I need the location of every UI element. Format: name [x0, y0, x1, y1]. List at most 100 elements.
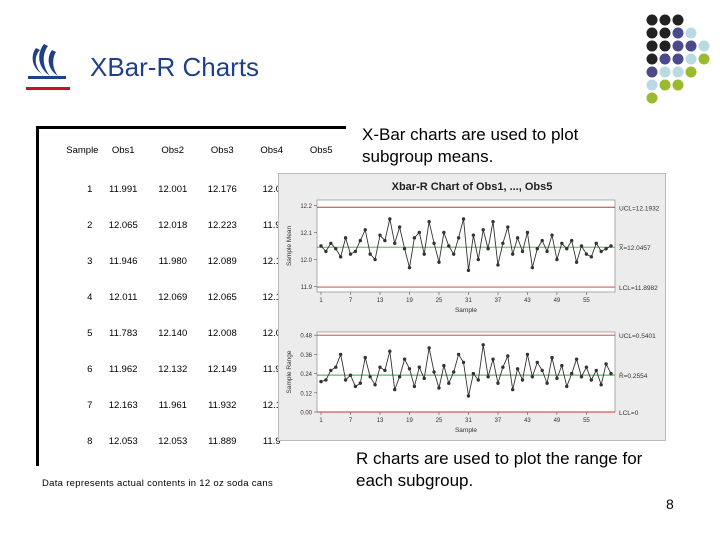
y-tick-label-1: 0.48 — [300, 334, 312, 340]
data-point-1 — [343, 378, 348, 382]
data-point-1 — [338, 352, 343, 357]
data-point-1 — [550, 355, 554, 360]
decorative-dot — [672, 14, 684, 26]
y-tick-label-0: 12.2 — [300, 204, 312, 210]
data-point-1 — [397, 375, 402, 379]
table-cell: 12.108 — [98, 459, 148, 466]
data-point-0 — [452, 252, 456, 256]
decorative-dot — [685, 27, 697, 39]
x-tick-label-1: 1 — [319, 418, 323, 424]
data-point-1 — [388, 349, 392, 353]
data-point-0 — [515, 236, 520, 240]
table-cell: 4 — [87, 291, 93, 303]
data-point-0 — [378, 233, 382, 237]
sample-data-table: Sample Obs1 Obs2 Obs3 Obs4 Obs5 1 11.991 12.001… — [39, 129, 346, 466]
data-point-0 — [393, 241, 397, 245]
table-cell: 11.962 — [109, 363, 138, 375]
y-axis-label-1: Sample Range — [286, 350, 293, 393]
data-point-1 — [447, 381, 451, 385]
data-point-1 — [560, 363, 564, 368]
table-cell: 6 — [87, 363, 93, 375]
table-cell: 2 — [87, 219, 93, 231]
table-cell: 11.991 — [109, 183, 138, 195]
decorative-dot — [646, 14, 658, 26]
data-point-0 — [319, 244, 323, 248]
data-point-1 — [348, 373, 353, 377]
data-table-container: Sample Obs1 Obs2 Obs3 Obs4 Obs5 1 11.991 12.001… — [36, 126, 346, 466]
decorative-dot — [672, 53, 684, 65]
x-tick-label-0: 43 — [524, 298, 531, 304]
data-point-0 — [574, 260, 579, 264]
table-cell: 12.069 — [158, 291, 188, 303]
data-point-1 — [506, 354, 510, 358]
data-point-0 — [506, 225, 510, 229]
table-cell: 12.053 — [158, 435, 188, 447]
x-axis-label-1: Sample — [455, 427, 477, 434]
table-cell: 12.132 — [158, 363, 188, 375]
data-point-1 — [353, 384, 358, 389]
x-tick-label-0: 49 — [554, 298, 561, 304]
x-tick-label-0: 31 — [465, 298, 472, 304]
decorative-dot — [659, 40, 671, 52]
plot-area-1 — [316, 331, 616, 413]
table-cell: 11.889 — [208, 435, 237, 447]
column-header-obs3: Obs3 — [210, 144, 234, 156]
data-point-0 — [402, 247, 407, 251]
data-point-0 — [447, 244, 451, 248]
x-tick-label-0: 55 — [583, 298, 590, 304]
decorative-dot — [646, 53, 658, 65]
data-point-1 — [520, 378, 525, 382]
column-header-sample: Sample — [66, 144, 99, 156]
table-cell: 11.9 — [262, 363, 281, 375]
data-point-0 — [437, 260, 441, 264]
data-point-0 — [412, 236, 417, 240]
table-cell: 1 — [87, 183, 93, 195]
data-point-0 — [397, 225, 402, 229]
x-tick-label-0: 1 — [319, 298, 323, 304]
data-point-1 — [471, 371, 476, 376]
x-tick-label-0: 7 — [349, 298, 353, 304]
data-point-1 — [565, 384, 569, 389]
chart-title: Xbar-R Chart of Obs1, ..., Obs5 — [392, 181, 553, 193]
table-cell: 12.1 — [262, 291, 281, 303]
data-point-0 — [496, 263, 500, 267]
page-number: 8 — [666, 496, 674, 512]
university-logo — [28, 44, 66, 79]
column-header-obs5: Obs5 — [309, 144, 333, 156]
data-point-1 — [530, 375, 535, 379]
page-title: XBar-R Charts — [90, 52, 260, 82]
limit-label-center-1: R̄=0.2554 — [619, 372, 648, 380]
table-cell: 12.018 — [158, 219, 188, 231]
data-point-1 — [589, 378, 594, 382]
data-point-1 — [555, 376, 559, 381]
data-point-0 — [368, 252, 372, 256]
data-point-0 — [545, 249, 549, 254]
data-point-1 — [412, 384, 417, 389]
data-point-0 — [486, 247, 490, 251]
xbar-description: X-Bar charts are used to plot subgroup m… — [362, 125, 579, 166]
table-caption: Data represents actual contents in 12 oz… — [42, 478, 273, 489]
table-cell: 12.089 — [207, 255, 237, 267]
x-tick-label-0: 19 — [406, 298, 413, 304]
data-point-0 — [560, 241, 564, 245]
r-chart-description: R charts are used to plot the range for … — [356, 449, 643, 490]
table-cell: 9 — [39, 459, 98, 466]
limit-label-ucl-0: UCL=12.1932 — [619, 205, 660, 212]
table-cell: 3 — [87, 255, 93, 267]
table-cell: 12.1 — [262, 255, 281, 267]
logo-underline — [26, 87, 70, 90]
table-cell: 12.163 — [108, 399, 138, 411]
data-point-1 — [427, 346, 431, 350]
table-cell: 7 — [87, 399, 93, 411]
x-tick-label-1: 37 — [495, 418, 502, 424]
decorative-dot — [672, 40, 684, 52]
data-point-0 — [569, 238, 574, 243]
data-point-0 — [594, 241, 598, 245]
decorative-dot — [646, 40, 658, 52]
data-point-0 — [338, 255, 343, 259]
data-point-1 — [476, 378, 480, 382]
data-point-0 — [481, 228, 485, 232]
table-cell: 12.011 — [109, 291, 138, 303]
decorative-dot — [646, 27, 658, 39]
data-point-1 — [402, 357, 407, 361]
